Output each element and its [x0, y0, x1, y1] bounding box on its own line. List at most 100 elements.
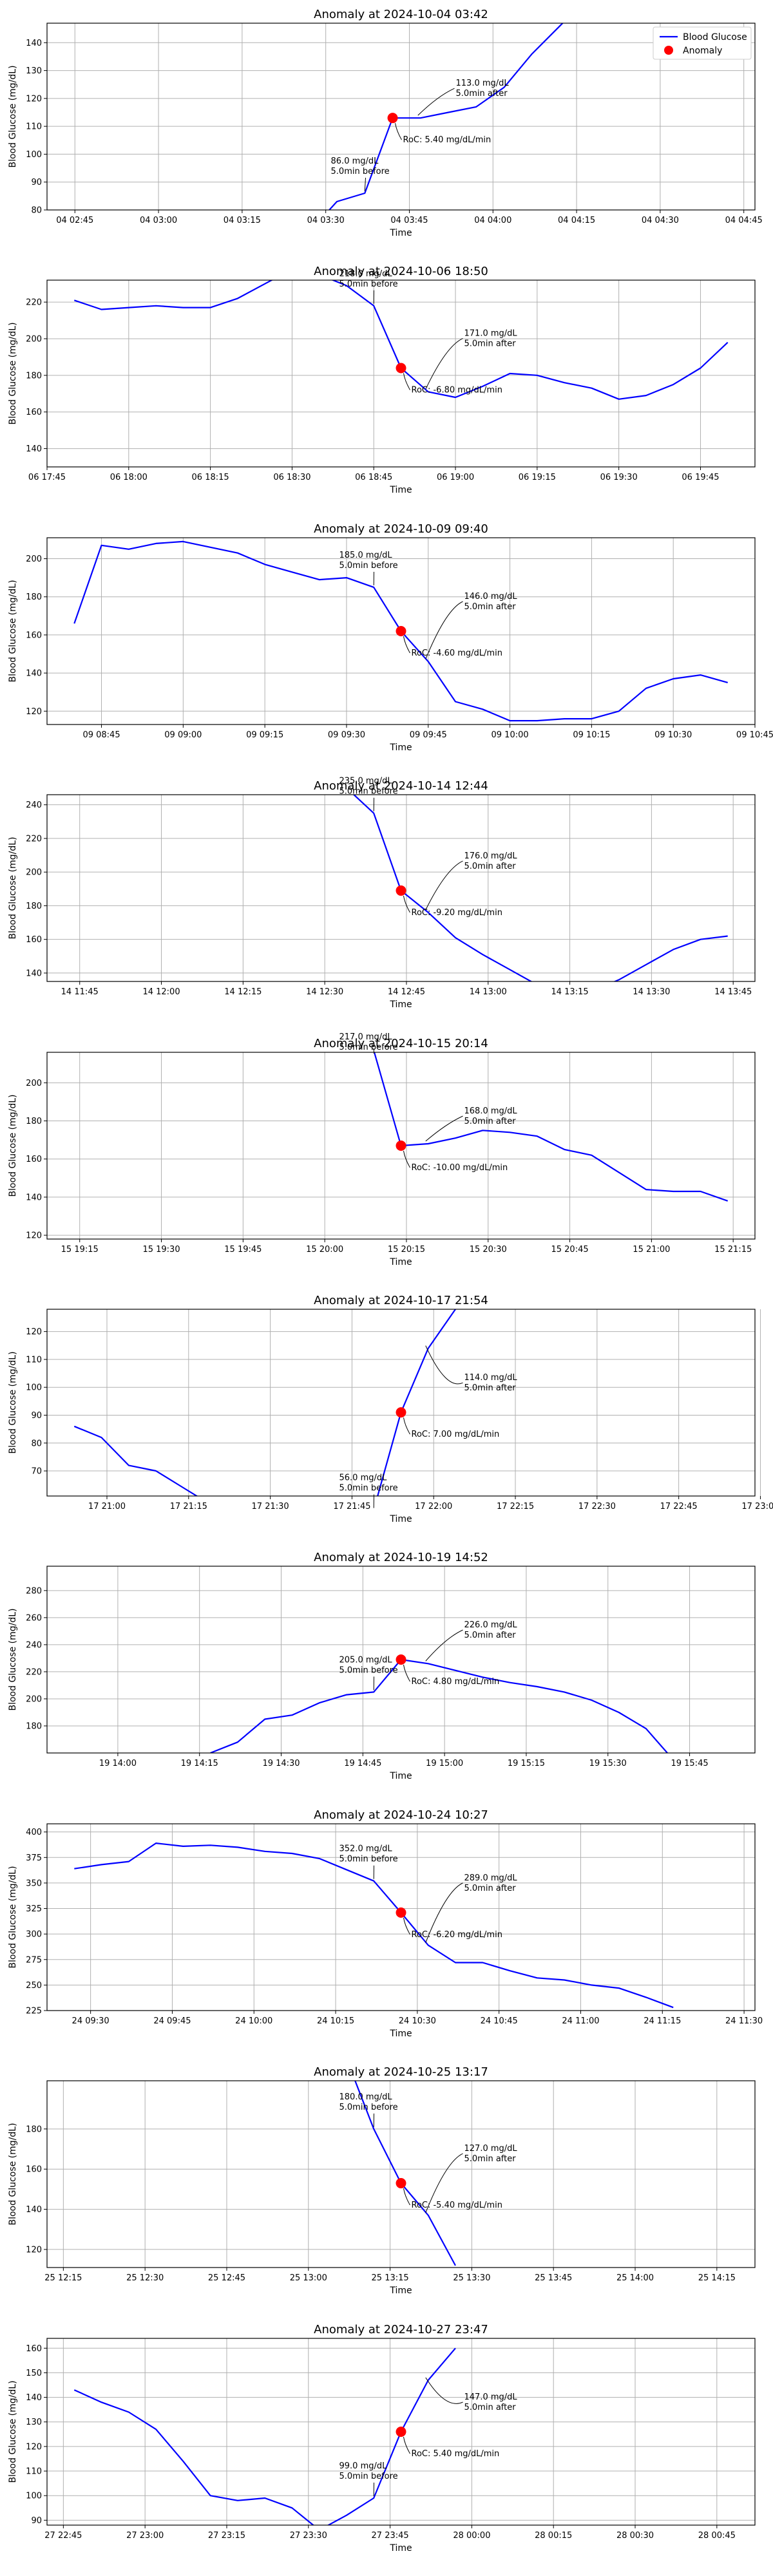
y-tick-label: 220: [26, 298, 42, 308]
y-tick-label: 180: [26, 372, 42, 381]
x-tick-label: 09 08:45: [82, 730, 120, 740]
y-tick-label: 110: [26, 122, 42, 132]
plot-frame: [46, 1566, 756, 1754]
anomaly-marker: [396, 2426, 406, 2437]
grid: [47, 23, 755, 211]
anomaly-chart-2: Anomaly at 2024-10-06 18:50 06 17:45 06 18…: [8, 265, 756, 495]
annotations: 56.0 mg/dL 5.0min before 114.0 mg/dL 5.0min…: [339, 1345, 518, 1508]
x-tick-label: 04 04:45: [725, 216, 763, 225]
y-tick-label: 120: [26, 2442, 42, 2452]
x-tick-label: 19 15:30: [589, 1759, 627, 1768]
x-tick-label: 17 23:00: [741, 1502, 773, 1511]
x-tick-label: 24 11:15: [644, 2016, 681, 2026]
y-tick-label: 140: [26, 39, 42, 48]
y-tick-label: 200: [26, 1078, 42, 1088]
x-tick-label: 04 04:15: [558, 216, 595, 225]
x-tick-label: 15 19:30: [142, 1245, 180, 1255]
glucose-series-line: [73, 2347, 456, 2525]
y-tick-label: 120: [26, 2246, 42, 2255]
anomaly-marker: [396, 1654, 406, 1665]
grid: [47, 1309, 761, 1496]
y-tick-label: 140: [26, 444, 42, 454]
chart-title: Anomaly at 2024-10-09 09:40: [314, 522, 488, 536]
annotations: 99.0 mg/dL 5.0min before 147.0 mg/dL 5.0min…: [339, 2377, 517, 2496]
x-tick-label: 17 21:45: [333, 1502, 370, 1511]
y-tick-label: 160: [26, 1155, 42, 1164]
x-tick-label: 25 12:45: [208, 2273, 245, 2283]
x-tick-label: 06 19:45: [682, 473, 719, 482]
y-tick-label: 120: [26, 94, 42, 104]
x-tick-label: 24 10:15: [317, 2016, 354, 2026]
x-tick-label: 17 21:15: [170, 1502, 207, 1511]
plot-frame: [46, 2337, 756, 2526]
x-tick-label: 15 20:45: [551, 1245, 588, 1255]
y-axis-label: Blood Glucose (mg/dL): [8, 837, 18, 940]
y-tick-label: 180: [26, 1117, 42, 1126]
anomaly-marker: [396, 1140, 406, 1151]
after-arrow: [425, 601, 463, 659]
y-tick-label: 140: [26, 2205, 42, 2215]
x-tick-label: 09 09:15: [246, 730, 283, 740]
before-annotation: 99.0 mg/dL 5.0min before: [339, 2461, 398, 2481]
y-tick-label: 80: [31, 1439, 42, 1448]
glucose-series-line: [74, 1842, 674, 2009]
anomaly-marker: [396, 1407, 406, 1418]
y-tick-label: 200: [26, 554, 42, 564]
x-tick-label: 25 13:15: [372, 2273, 409, 2283]
roc-annotation: RoC: -6.20 mg/dL/min: [412, 1930, 502, 1940]
x-tick-label: 24 11:30: [725, 2016, 763, 2026]
x-tick-label: 17 22:00: [415, 1502, 452, 1511]
grid: [46, 280, 755, 468]
before-annotation: 352.0 mg/dL 5.0min before: [339, 1844, 398, 1864]
after-arrow: [425, 1115, 463, 1142]
x-tick-label: 09 10:45: [736, 730, 773, 740]
x-tick-label: 06 19:30: [600, 473, 638, 482]
anomaly-chart-5: Anomaly at 2024-10-15 20:14 15 19:15 15 19…: [8, 1032, 756, 1267]
glucose-series-line: [210, 1659, 669, 1754]
glucose-series-line: [352, 795, 728, 982]
x-axis-label: Time: [389, 2543, 412, 2553]
before-annotation: 86.0 mg/dL 5.0min before: [331, 156, 390, 176]
x-tick-label: 19 14:15: [181, 1759, 218, 1768]
before-annotation: 235.0 mg/dL 5.0min before: [339, 777, 398, 797]
after-arrow: [425, 1629, 463, 1662]
roc-arrow: [403, 1417, 410, 1435]
after-annotation: 226.0 mg/dL 5.0min after: [464, 1620, 518, 1640]
glucose-series-line: [73, 280, 729, 401]
x-tick-label: 17 22:30: [578, 1502, 616, 1511]
x-tick-label: 28 00:45: [698, 2531, 736, 2541]
y-tick-label: 350: [26, 1879, 42, 1888]
x-tick-label: 15 20:30: [470, 1245, 507, 1255]
after-arrow: [425, 860, 463, 911]
y-tick-label: 160: [26, 2165, 42, 2175]
x-tick-label: 04 04:00: [474, 216, 511, 225]
x-axis-label: Time: [389, 228, 412, 238]
x-tick-label: 28 00:15: [535, 2531, 572, 2541]
x-tick-label: 14 13:15: [551, 987, 588, 997]
y-tick-label: 70: [31, 1467, 42, 1477]
after-arrow: [425, 1882, 463, 1943]
y-tick-label: 220: [26, 835, 42, 844]
x-tick-label: 04 03:45: [390, 216, 428, 225]
grid: [47, 1052, 755, 1239]
plot-frame: [46, 23, 756, 211]
glucose-series-line: [373, 1052, 729, 1202]
grid: [47, 1566, 755, 1754]
x-tick-label: 14 11:45: [61, 987, 99, 997]
y-tick-label: 180: [26, 902, 42, 911]
x-tick-label: 14 13:30: [633, 987, 670, 997]
y-tick-label: 250: [26, 1981, 42, 1991]
x-tick-label: 17 22:15: [497, 1502, 534, 1511]
x-tick-label: 25 13:00: [290, 2273, 327, 2283]
roc-annotation: RoC: -10.00 mg/dL/min: [412, 1163, 508, 1173]
chart-title: Anomaly at 2024-10-27 23:47: [314, 2323, 488, 2336]
y-tick-label: 325: [26, 1904, 42, 1914]
annotations: 86.0 mg/dL 5.0min before 113.0 mg/dL 5.0min…: [331, 79, 509, 192]
x-tick-label: 25 13:30: [453, 2273, 490, 2283]
x-tick-label: 09 10:30: [654, 730, 692, 740]
y-tick-label: 220: [26, 1668, 42, 1678]
x-tick-label: 27 23:45: [372, 2531, 409, 2541]
after-annotation: 114.0 mg/dL 5.0min after: [464, 1373, 518, 1393]
legend: Blood Glucose Anomaly: [653, 26, 752, 60]
plot-frame: [46, 1051, 756, 1240]
